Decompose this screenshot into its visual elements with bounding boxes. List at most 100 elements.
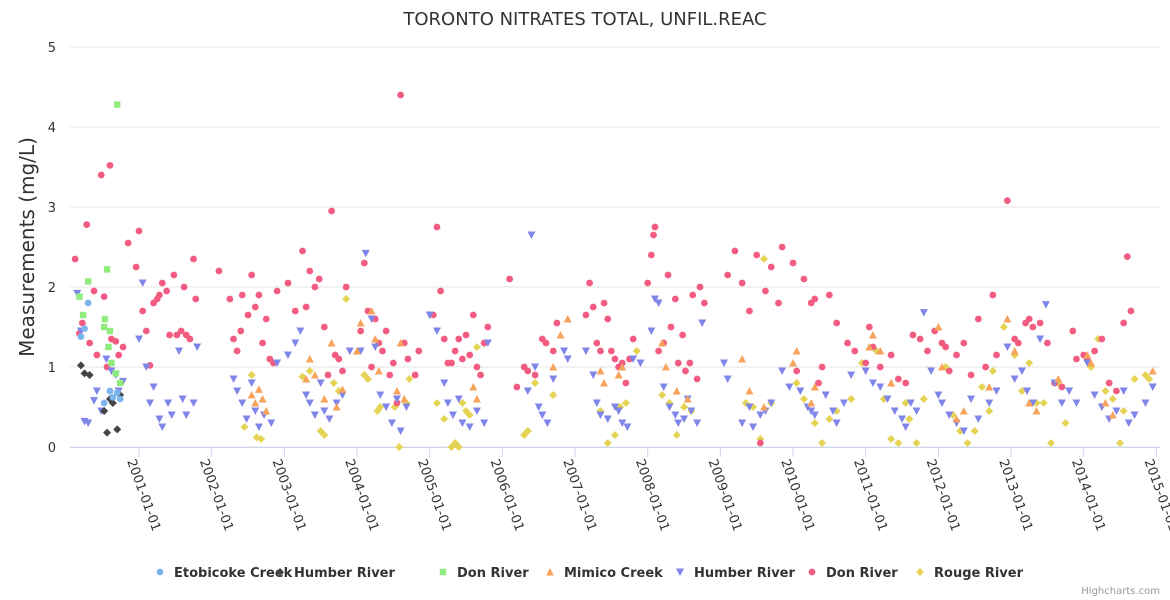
data-point [180, 283, 188, 291]
data-point [311, 283, 319, 291]
data-point [596, 411, 605, 419]
data-point [934, 323, 943, 331]
y-axis-title: Measurements (mg/L) [15, 137, 39, 357]
data-point [655, 347, 662, 355]
data-point [796, 387, 805, 395]
data-point [604, 315, 612, 323]
data-point [1091, 347, 1098, 355]
data-point [443, 399, 452, 407]
data-point [244, 311, 252, 319]
data-point [177, 327, 185, 335]
data-point [170, 271, 178, 279]
legend-label: Humber River [294, 566, 395, 581]
data-point [158, 279, 166, 287]
data-point [1086, 359, 1095, 367]
legend-item[interactable]: Don River [439, 566, 529, 581]
data-point [116, 395, 124, 403]
data-point [792, 347, 801, 355]
data-point [818, 363, 826, 371]
data-point [672, 431, 681, 439]
data-point [723, 375, 732, 383]
data-point [84, 278, 92, 285]
y-tick-label: 0 [48, 441, 56, 456]
data-point [251, 399, 260, 407]
data-point [1057, 399, 1066, 407]
data-point [1003, 343, 1012, 351]
data-point [800, 275, 808, 283]
data-point [818, 439, 827, 447]
data-point [767, 263, 775, 271]
data-point [821, 391, 830, 399]
data-point [302, 391, 311, 399]
data-point [942, 343, 950, 351]
data-point [356, 319, 365, 327]
data-point [581, 347, 590, 355]
data-point [887, 351, 895, 359]
data-point [142, 363, 151, 371]
data-point [379, 347, 386, 355]
legend-item[interactable]: Humber River [676, 566, 795, 581]
data-point [182, 411, 191, 419]
data-point [1108, 395, 1117, 403]
data-point [945, 411, 954, 419]
data-point [661, 363, 670, 371]
legend-item[interactable]: Don River [808, 566, 899, 581]
data-point [807, 407, 816, 415]
data-point [611, 355, 619, 363]
data-point [155, 291, 163, 299]
data-point [553, 319, 561, 327]
data-point [865, 343, 874, 351]
data-point [959, 407, 968, 415]
data-point [1119, 407, 1128, 415]
legend-item[interactable]: Humber River [276, 566, 395, 581]
data-point [455, 335, 463, 343]
data-point [469, 383, 478, 391]
data-point [1090, 391, 1099, 399]
data-point [919, 309, 928, 317]
data-point [974, 315, 982, 323]
data-point [454, 443, 463, 451]
data-point [686, 359, 694, 367]
series-humber-river [76, 361, 125, 437]
data-point [299, 247, 306, 255]
data-point [259, 339, 266, 347]
data-point [862, 359, 870, 367]
data-point [376, 391, 385, 399]
data-point [912, 407, 921, 415]
data-point [745, 387, 754, 395]
data-point [230, 335, 237, 343]
legend-item[interactable]: Etobicoke Creek [156, 566, 293, 581]
data-point [393, 395, 401, 403]
data-point [738, 419, 747, 427]
data-point [296, 327, 305, 335]
data-point [302, 303, 310, 311]
legend-item[interactable]: Mimico Creek [546, 566, 663, 581]
data-point [833, 319, 841, 327]
data-point [432, 399, 441, 407]
data-point [284, 351, 292, 359]
data-point [405, 375, 414, 383]
data-point [79, 311, 87, 319]
data-point [273, 287, 281, 295]
legend-item[interactable]: Rouge River [916, 566, 1024, 581]
data-point [967, 395, 976, 403]
data-point [680, 403, 689, 411]
data-point [534, 403, 543, 411]
data-point [97, 171, 105, 179]
data-point [173, 331, 181, 339]
data-point [738, 279, 746, 287]
data-point [839, 399, 848, 407]
data-point [465, 411, 474, 419]
data-point [1148, 383, 1157, 391]
data-point [832, 419, 841, 427]
data-point [778, 243, 786, 251]
data-point [248, 271, 256, 279]
data-point [523, 427, 532, 435]
data-point [368, 363, 375, 371]
data-point [967, 371, 975, 379]
data-point [1119, 387, 1128, 395]
data-point [316, 379, 325, 387]
data-point [112, 338, 120, 345]
data-point [1039, 399, 1048, 407]
credits-link[interactable]: Highcharts.com [1081, 586, 1160, 597]
